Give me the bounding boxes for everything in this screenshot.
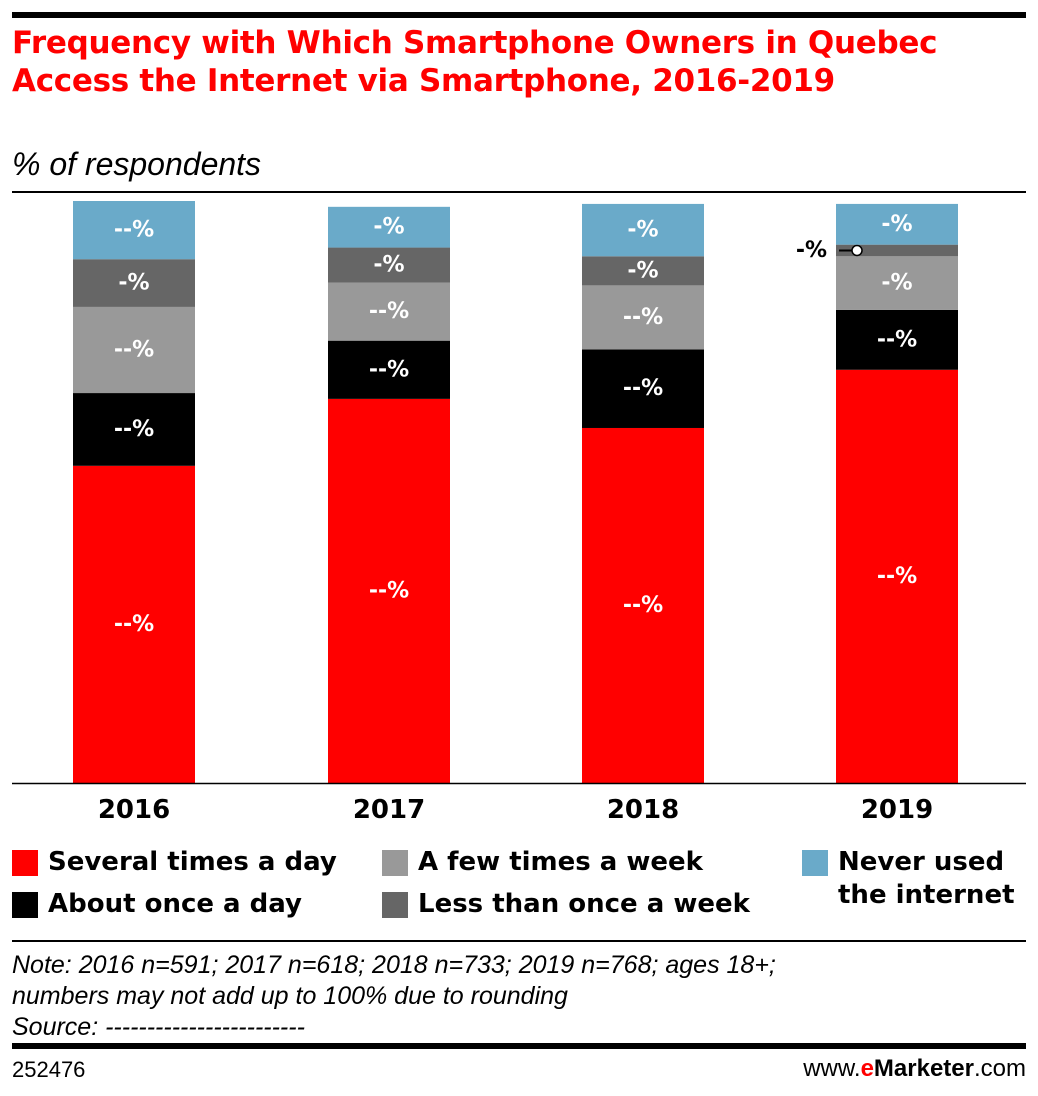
bar-segment-2017-about-once-a-day (328, 340, 450, 399)
legend-item-several-times-a-day: Several times a day (12, 846, 337, 879)
note-line-2: numbers may not add up to 100% due to ro… (12, 982, 568, 1010)
bar-segment-2019-about-once-a-day (836, 309, 958, 370)
footer-rule (12, 1043, 1026, 1049)
legend-label: Never used the internet (838, 847, 1015, 910)
data-label-2019-never-used-the-internet: -% (881, 212, 912, 237)
bar-segment-2018-about-once-a-day (582, 349, 704, 428)
legend-swatch (12, 892, 38, 918)
bar-segment-2019-less-than-once-a-week (836, 244, 958, 257)
data-label-2019-less-than-once-a-week: -% (796, 238, 827, 263)
brand-suffix: .com (973, 1055, 1026, 1082)
bar-segment-2017-several-times-a-day (328, 398, 450, 783)
data-label-2016-never-used-the-internet: --% (114, 218, 154, 243)
data-label-2019-about-once-a-day: --% (877, 327, 917, 352)
data-label-2017-several-times-a-day: --% (369, 578, 409, 603)
bar-segment-2017-less-than-once-a-week (328, 247, 450, 283)
bar-segment-2016-less-than-once-a-week (73, 259, 195, 307)
data-label-2016-several-times-a-day: --% (114, 612, 154, 637)
note-source: Source: ------------------------ (12, 1013, 305, 1041)
legend-swatch (382, 892, 408, 918)
data-label-2018-a-few-times-a-week: --% (623, 305, 663, 330)
data-label-2018-about-once-a-day: --% (623, 376, 663, 401)
data-label-2017-less-than-once-a-week: -% (373, 253, 404, 278)
chart-note: Note: 2016 n=591; 2017 n=618; 2018 n=733… (12, 950, 776, 1043)
note-line-1: Note: 2016 n=591; 2017 n=618; 2018 n=733… (12, 951, 776, 979)
x-tick-label-2018: 2018 (607, 795, 679, 825)
x-tick-label-2017: 2017 (353, 795, 425, 825)
legend-label: Several times a day (48, 847, 337, 877)
bar-segment-2019-a-few-times-a-week (836, 256, 958, 310)
chart-title: Frequency with Which Smartphone Owners i… (12, 25, 938, 99)
chart-id: 252476 (12, 1057, 86, 1082)
data-label-2017-a-few-times-a-week: --% (369, 299, 409, 324)
data-label-2019-a-few-times-a-week: -% (881, 271, 912, 296)
bar-segment-2016-a-few-times-a-week (73, 306, 195, 394)
legend-label: A few times a week (418, 847, 703, 877)
x-tick-label-2016: 2016 (98, 795, 170, 825)
bar-segment-2018-never-used-the-internet (582, 203, 704, 257)
legend-item-less-than-once-a-week: Less than once a week (382, 888, 750, 921)
legend-item-about-once-a-day: About once a day (12, 888, 302, 921)
bar-segment-2016-several-times-a-day (73, 465, 195, 783)
data-label-2017-never-used-the-internet: -% (373, 215, 404, 240)
legend-swatch (382, 850, 408, 876)
note-rule (12, 940, 1026, 942)
data-label-2018-never-used-the-internet: -% (627, 218, 658, 243)
data-label-2016-a-few-times-a-week: --% (114, 337, 154, 362)
subtitle-rule (12, 191, 1026, 193)
bar-segment-2016-about-once-a-day (73, 393, 195, 466)
brand-e: e (860, 1055, 874, 1082)
data-label-2018-less-than-once-a-week: -% (627, 258, 658, 283)
legend-swatch (12, 850, 38, 876)
chart-subtitle: % of respondents (12, 146, 262, 182)
legend-item-a-few-times-a-week: A few times a week (382, 846, 703, 879)
bar-segment-2018-several-times-a-day (582, 427, 704, 783)
bar-segment-2019-never-used-the-internet (836, 203, 958, 245)
bar-segment-2017-never-used-the-internet (328, 206, 450, 248)
top-rule (12, 12, 1026, 18)
legend-item-never-used-the-internet: Never used the internet (802, 846, 1032, 912)
bar-segment-2017-a-few-times-a-week (328, 282, 450, 341)
bar-segment-2019-several-times-a-day (836, 369, 958, 783)
legend-label: About once a day (48, 889, 302, 919)
data-label-2016-about-once-a-day: --% (114, 417, 154, 442)
data-label-2018-several-times-a-day: --% (623, 593, 663, 618)
brand-prefix: www. (803, 1055, 861, 1082)
data-label-leader-dot-2019-less-than-once-a-week (851, 244, 863, 257)
bar-segment-2016-never-used-the-internet (73, 201, 195, 260)
brand-marketer: Marketer (873, 1055, 974, 1082)
data-label-2017-about-once-a-day: --% (369, 357, 409, 382)
bar-segment-2018-a-few-times-a-week (582, 285, 704, 350)
legend-label: Less than once a week (418, 889, 750, 919)
data-label-2019-several-times-a-day: --% (877, 564, 917, 589)
stacked-bar-chart: --% --% --% -% --% 2016 --% --% --% -% -% 2017 --% --… (12, 201, 1026, 825)
x-tick-label-2019: 2019 (861, 795, 933, 825)
bar-segment-2018-less-than-once-a-week (582, 256, 704, 286)
legend-swatch (802, 850, 828, 876)
data-label-2016-less-than-once-a-week: -% (118, 271, 149, 296)
brand-logo: www.eMarketer.com (803, 1055, 1026, 1083)
